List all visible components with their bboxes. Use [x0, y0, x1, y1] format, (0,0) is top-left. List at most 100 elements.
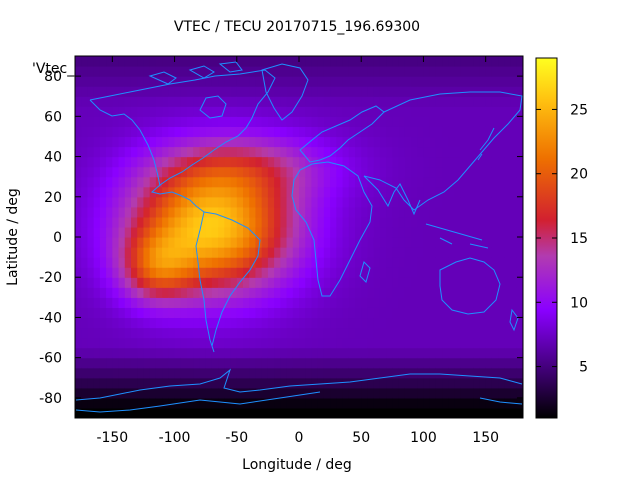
- heatmap-cell: [137, 186, 145, 198]
- heatmap-cell: [280, 106, 288, 117]
- heatmap-cell: [230, 347, 238, 359]
- heatmap-cell: [149, 116, 157, 127]
- heatmap-cell: [460, 247, 468, 258]
- heatmap-cell: [454, 367, 462, 379]
- heatmap-cell: [348, 66, 356, 77]
- heatmap-cell: [305, 337, 313, 349]
- heatmap-cell: [187, 226, 194, 238]
- heatmap-cell: [473, 237, 481, 248]
- heatmap-cell: [429, 126, 437, 138]
- heatmap-cell: [373, 247, 381, 258]
- heatmap-cell: [93, 247, 101, 258]
- heatmap-cell: [435, 216, 443, 228]
- heatmap-cell: [187, 146, 194, 158]
- heatmap-cell: [267, 247, 275, 258]
- heatmap-cell: [336, 347, 344, 359]
- heatmap-cell: [274, 317, 281, 329]
- heatmap-cell: [460, 156, 468, 168]
- heatmap-cell: [87, 297, 95, 308]
- heatmap-cell: [180, 56, 188, 67]
- heatmap-cell: [230, 407, 238, 418]
- heatmap-cell: [106, 257, 113, 268]
- heatmap-cell: [398, 96, 406, 107]
- heatmap-cell: [348, 377, 356, 389]
- heatmap-cell: [498, 86, 505, 97]
- heatmap-cell: [473, 337, 481, 349]
- heatmap-cell: [330, 387, 337, 399]
- heatmap-cell: [162, 377, 169, 389]
- heatmap-cell: [330, 216, 337, 228]
- heatmap-cell: [404, 156, 412, 168]
- heatmap-cell: [230, 56, 238, 67]
- heatmap-cell: [404, 116, 412, 127]
- heatmap-cell: [386, 136, 393, 148]
- heatmap-cell: [199, 357, 207, 369]
- heatmap-cell: [137, 347, 145, 359]
- heatmap-cell: [467, 357, 474, 369]
- heatmap-cell: [199, 136, 207, 148]
- heatmap-cell: [479, 156, 487, 168]
- heatmap-cell: [411, 407, 418, 418]
- heatmap-cell: [224, 327, 232, 339]
- heatmap-cell: [398, 277, 406, 288]
- heatmap-cell: [286, 106, 294, 117]
- heatmap-cell: [81, 287, 89, 298]
- heatmap-cell: [255, 397, 263, 409]
- heatmap-cell: [510, 136, 518, 148]
- heatmap-cell: [485, 56, 493, 67]
- heatmap-cell: [187, 136, 194, 148]
- heatmap-cell: [131, 407, 138, 418]
- heatmap-cell: [417, 287, 425, 298]
- heatmap-cell: [255, 257, 263, 268]
- heatmap-cell: [305, 106, 313, 117]
- heatmap-cell: [99, 196, 107, 208]
- heatmap-cell: [274, 116, 281, 127]
- heatmap-cell: [361, 196, 369, 208]
- heatmap-cell: [299, 156, 306, 168]
- heatmap-cell: [348, 297, 356, 308]
- heatmap-cell: [137, 196, 145, 208]
- heatmap-cell: [174, 307, 182, 319]
- heatmap-cell: [236, 136, 244, 148]
- heatmap-cell: [274, 136, 281, 148]
- heatmap-cell: [81, 307, 89, 319]
- heatmap-cell: [292, 307, 300, 319]
- heatmap-cell: [485, 136, 493, 148]
- heatmap-cell: [467, 66, 474, 77]
- heatmap-cell: [498, 387, 505, 399]
- heatmap-cell: [361, 367, 369, 379]
- heatmap-cell: [199, 347, 207, 359]
- heatmap-cell: [149, 136, 157, 148]
- heatmap-cell: [274, 176, 281, 188]
- heatmap-cell: [392, 267, 400, 278]
- heatmap-cell: [442, 66, 449, 77]
- heatmap-cell: [187, 96, 194, 107]
- heatmap-cell: [280, 196, 288, 208]
- heatmap-cell: [361, 337, 369, 349]
- heatmap-cell: [155, 126, 163, 138]
- heatmap-cell: [379, 287, 387, 298]
- heatmap-cell: [435, 126, 443, 138]
- heatmap-cell: [379, 277, 387, 288]
- heatmap-cell: [323, 407, 331, 418]
- heatmap-cell: [404, 216, 412, 228]
- heatmap-cell: [423, 387, 431, 399]
- heatmap-cell: [267, 367, 275, 379]
- heatmap-cell: [467, 237, 474, 248]
- heatmap-cell: [199, 257, 207, 268]
- heatmap-cell: [355, 377, 362, 389]
- heatmap-cell: [118, 186, 126, 198]
- heatmap-cell: [467, 287, 474, 298]
- heatmap-cell: [187, 407, 194, 418]
- heatmap-cell: [498, 267, 505, 278]
- heatmap-cell: [205, 56, 213, 67]
- heatmap-cell: [236, 116, 244, 127]
- heatmap-cell: [87, 176, 95, 188]
- heatmap-cell: [498, 327, 505, 339]
- heatmap-cell: [355, 226, 362, 238]
- heatmap-cell: [373, 76, 381, 87]
- heatmap-cell: [429, 106, 437, 117]
- heatmap-cell: [187, 116, 194, 127]
- heatmap-cell: [292, 267, 300, 278]
- heatmap-cell: [429, 247, 437, 258]
